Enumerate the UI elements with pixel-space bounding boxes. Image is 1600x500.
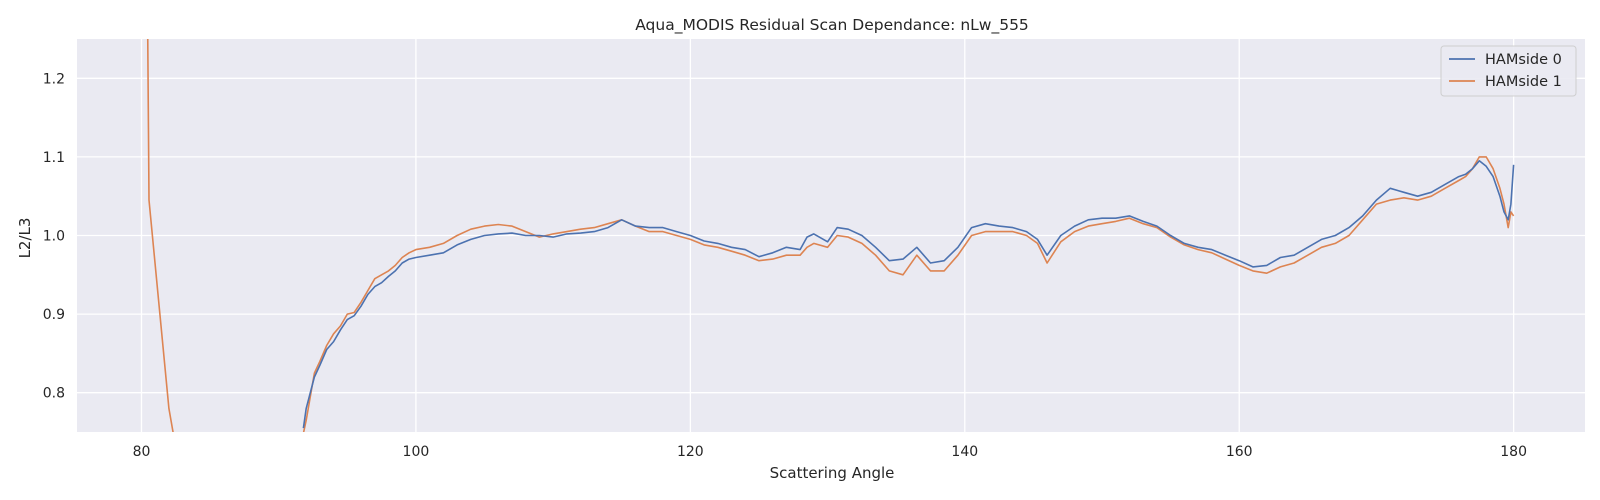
legend-label: HAMside 1 xyxy=(1485,74,1562,90)
x-tick-label: 80 xyxy=(133,444,151,460)
x-axis-label: Scattering Angle xyxy=(770,464,895,482)
y-axis-label: L2/L3 xyxy=(16,218,34,259)
legend-label: HAMside 0 xyxy=(1485,52,1562,68)
y-tick-label: 1.0 xyxy=(43,229,65,245)
y-axis-ticks: 0.8 0.9 1.0 1.1 1.2 xyxy=(43,71,65,401)
x-tick-label: 120 xyxy=(677,444,704,460)
chart-title: Aqua_MODIS Residual Scan Dependance: nLw… xyxy=(635,16,1029,35)
series-layer xyxy=(146,39,1515,432)
legend: HAMside 0 HAMside 1 xyxy=(1440,45,1577,97)
y-tick-label: 0.8 xyxy=(43,386,65,402)
y-tick-label: 0.9 xyxy=(43,307,65,323)
y-tick-label: 1.1 xyxy=(43,150,65,166)
x-tick-label: 100 xyxy=(403,444,430,460)
y-tick-label: 1.2 xyxy=(43,71,65,87)
x-tick-label: 180 xyxy=(1500,444,1527,460)
grid-lines xyxy=(77,39,1585,432)
x-tick-label: 140 xyxy=(951,444,978,460)
x-axis-ticks: 80 100 120 140 160 180 xyxy=(133,444,1527,460)
x-tick-label: 160 xyxy=(1226,444,1253,460)
series-line-1 xyxy=(146,39,1515,432)
series-line-0 xyxy=(302,160,1515,429)
